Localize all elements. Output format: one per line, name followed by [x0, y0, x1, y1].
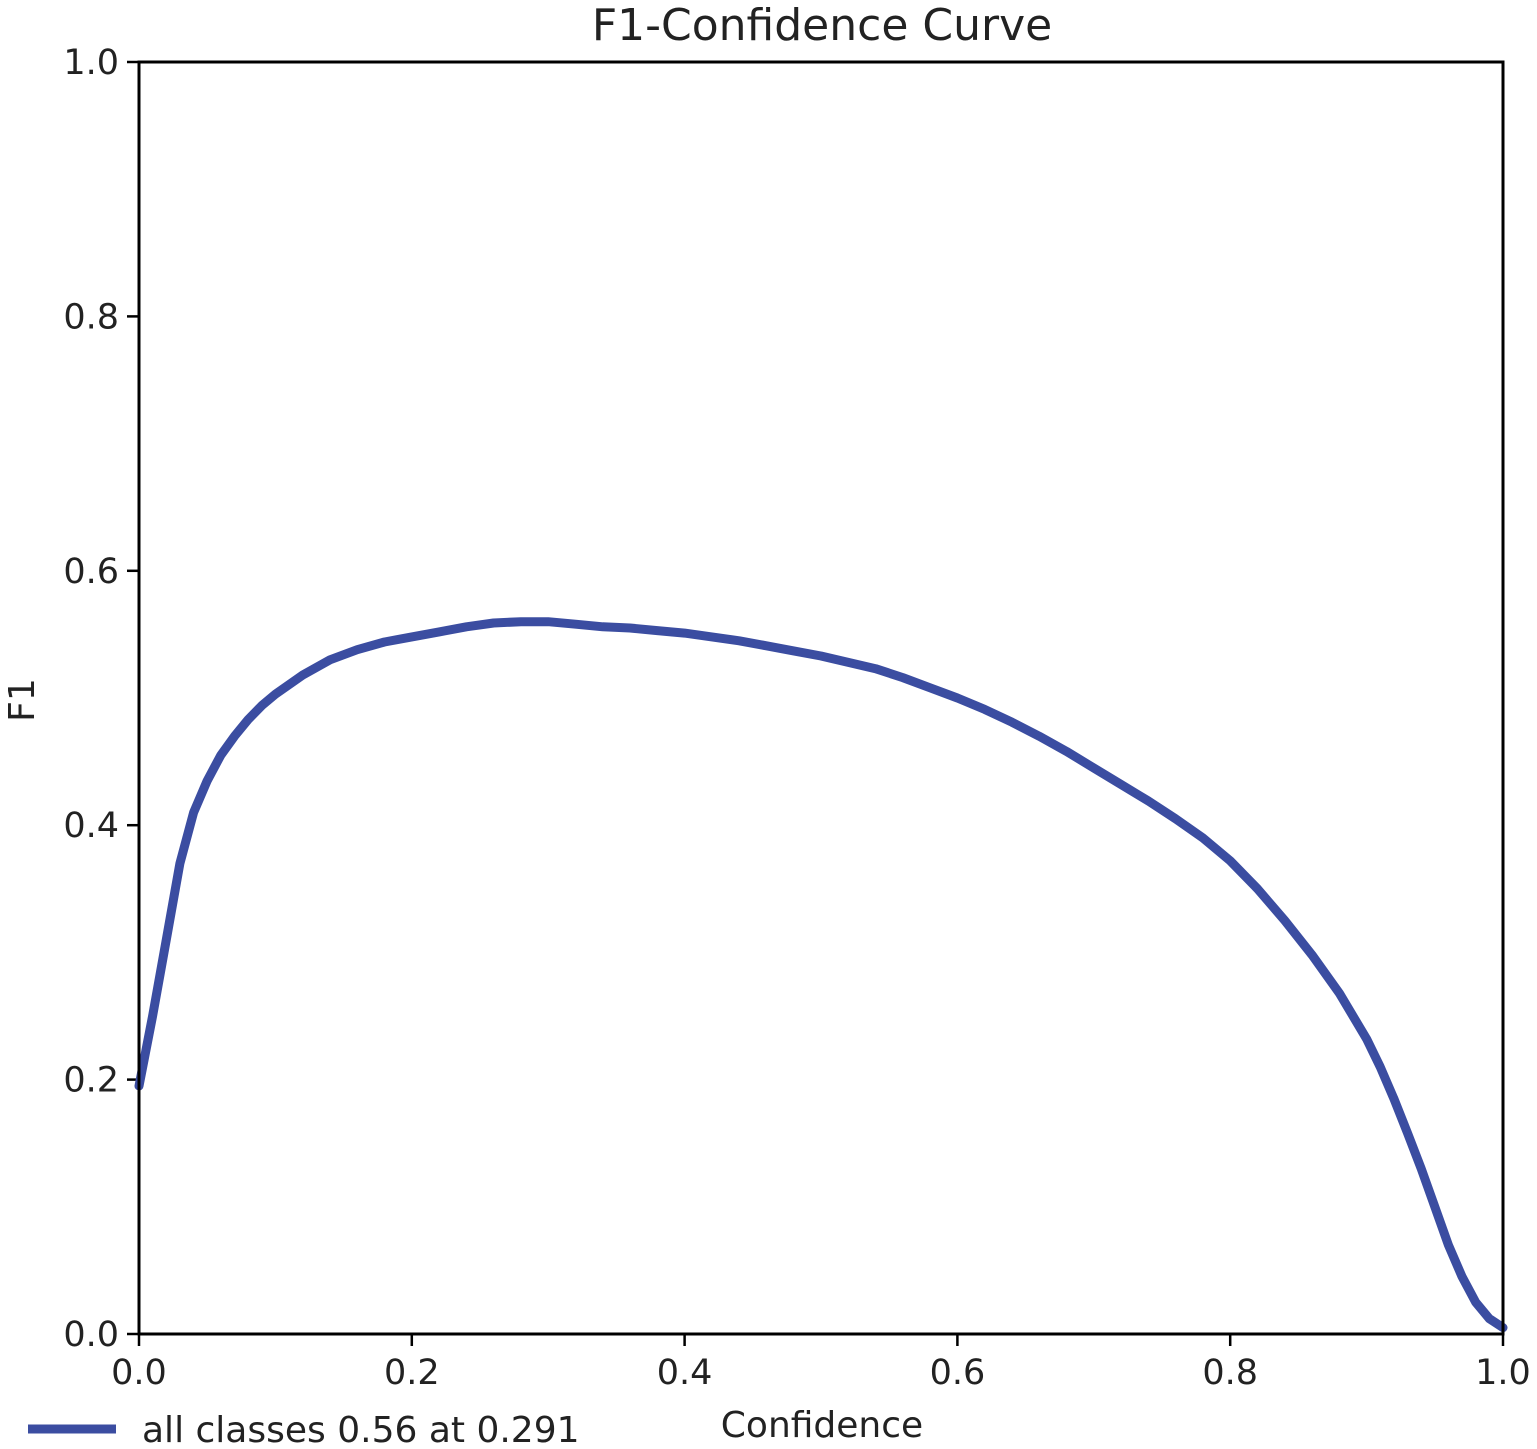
- x-tick-label: 0.6: [930, 1353, 986, 1393]
- y-axis-ticks: 0.0 0.2 0.4 0.6 0.8 1.0: [63, 43, 139, 1355]
- y-tick-label: 0.8: [63, 297, 119, 337]
- legend: all classes 0.56 at 0.291: [28, 1410, 580, 1449]
- chart-title: F1-Confidence Curve: [592, 0, 1052, 51]
- x-axis-ticks: 0.0 0.2 0.4 0.6 0.8 1.0: [111, 1334, 1531, 1393]
- plot-frame: [137, 60, 1505, 1336]
- x-tick-label: 0.2: [384, 1353, 440, 1393]
- legend-label-all-classes: all classes 0.56 at 0.291: [142, 1410, 580, 1449]
- x-axis-label: Confidence: [721, 1405, 923, 1446]
- x-tick-label: 0.4: [657, 1353, 713, 1393]
- y-tick-label: 1.0: [63, 43, 119, 83]
- y-tick-label: 0.4: [63, 806, 119, 846]
- y-axis-label: F1: [2, 678, 43, 722]
- x-tick-label: 1.0: [1475, 1353, 1531, 1393]
- series-line-all-classes: [134, 617, 1508, 1333]
- y-tick-label: 0.0: [63, 1315, 119, 1355]
- x-tick-label: 0.8: [1202, 1353, 1258, 1393]
- y-tick-label: 0.6: [63, 552, 119, 592]
- y-tick-label: 0.2: [63, 1061, 119, 1101]
- x-tick-label: 0.0: [111, 1353, 167, 1393]
